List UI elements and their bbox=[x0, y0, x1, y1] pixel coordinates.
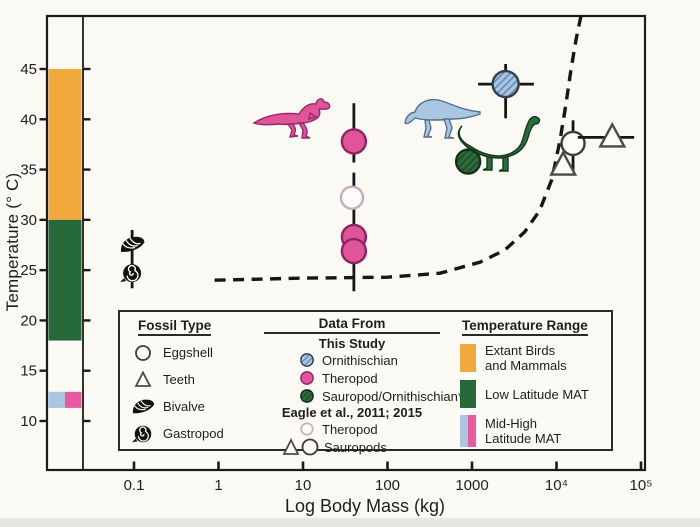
x-tick-label: 10⁵ bbox=[630, 477, 653, 494]
legend-data-from: Data From This Study Ornithischian Theropod… bbox=[254, 312, 463, 456]
legend-item-label: Ornithischian bbox=[322, 352, 398, 368]
temp-range-bar-2-right bbox=[65, 391, 82, 408]
legend-subheading: Eagle et al., 2011; 2015 bbox=[281, 405, 423, 420]
x-tick-label: 1 bbox=[214, 477, 222, 494]
x-tick-label: 10⁴ bbox=[545, 477, 568, 494]
legend-item-label: Sauropods bbox=[324, 439, 387, 455]
legend-item: Theropod bbox=[254, 369, 450, 387]
circle-hatched-blue-icon bbox=[298, 351, 316, 369]
temp-range-bar-0 bbox=[48, 69, 82, 220]
sauropod-teeth-eagle bbox=[549, 121, 635, 176]
sauropod-silhouette bbox=[457, 115, 541, 172]
plot-frame bbox=[45, 14, 647, 472]
legend-box: Fossil Type Eggshell Teeth Bivalve Gastrop… bbox=[118, 310, 613, 456]
legend-item: Bivalve bbox=[130, 393, 254, 420]
x-tick-label: 1000 bbox=[455, 477, 488, 494]
ornithischian-silhouette bbox=[404, 98, 481, 139]
legend-item-label: Eggshell bbox=[163, 345, 213, 360]
legend-item: Ornithischian bbox=[254, 351, 450, 369]
legend-item-label: Theropod bbox=[322, 421, 378, 437]
y-tick-label: 40 bbox=[20, 111, 37, 128]
legend-item: Gastropod bbox=[130, 420, 254, 447]
y-tick-label: 30 bbox=[20, 212, 37, 229]
legend-data-from-title: Data From bbox=[264, 316, 440, 334]
x-axis-title: Log Body Mass (kg) bbox=[284, 496, 446, 516]
y-tick-label: 10 bbox=[20, 413, 37, 430]
y-axis-title: Temperature (° C) bbox=[3, 172, 22, 312]
temperature-swatch bbox=[460, 415, 476, 447]
temp-range-bar-2-left bbox=[48, 391, 65, 408]
legend-item-label: Teeth bbox=[163, 372, 195, 387]
x-tick-label: 100 bbox=[375, 477, 400, 494]
legend-item-label: Gastropod bbox=[163, 426, 224, 441]
temperature-swatch bbox=[460, 380, 476, 408]
legend-item: Sauropods bbox=[254, 437, 450, 456]
sauropod-ornithischian-this-study bbox=[454, 148, 482, 175]
x-tick-label: 10 bbox=[295, 477, 312, 494]
legend-item-label: Sauropod/Ornithischian* bbox=[322, 388, 463, 404]
circle-pink-icon bbox=[298, 369, 316, 387]
gastropod-icon bbox=[130, 422, 156, 446]
legend-fossil-type: Fossil Type Eggshell Teeth Bivalve Gastrop… bbox=[120, 312, 254, 449]
legend-temperature-range-title: Temperature Range bbox=[462, 318, 588, 336]
eggshell-icon bbox=[130, 341, 156, 365]
circle-open-pink-icon bbox=[298, 420, 316, 438]
temp-range-bar-1 bbox=[48, 219, 82, 341]
bottom-strip bbox=[0, 518, 700, 527]
legend-fossil-type-title: Fossil Type bbox=[138, 318, 212, 336]
temperature-swatch bbox=[460, 344, 476, 372]
gastropod-point bbox=[120, 264, 142, 283]
theropod-eagle bbox=[339, 185, 365, 210]
y-tick-label: 45 bbox=[20, 61, 37, 78]
legend-item: Theropod bbox=[254, 420, 450, 438]
legend-item-label: Mid-High Latitude MAT bbox=[485, 416, 562, 446]
x-tick-label: 0.1 bbox=[124, 477, 145, 494]
dashed-curve bbox=[214, 15, 583, 282]
y-tick-label: 15 bbox=[20, 363, 37, 380]
legend-item: Eggshell bbox=[130, 339, 254, 366]
legend-item-label: Theropod bbox=[322, 370, 378, 386]
legend-item: Sauropod/Ornithischian* bbox=[254, 387, 463, 405]
theropod-silhouette bbox=[252, 98, 331, 139]
legend-item: Mid-High Latitude MAT bbox=[460, 415, 607, 447]
triangle-circle-icon bbox=[282, 437, 322, 456]
legend-item-label: Bivalve bbox=[163, 399, 205, 414]
y-tick-label: 35 bbox=[20, 162, 37, 179]
legend-item-label: Low Latitude MAT bbox=[485, 386, 589, 402]
y-tick-label: 20 bbox=[20, 312, 37, 329]
ornithischian-this-study bbox=[478, 63, 534, 119]
circle-hatched-green-icon bbox=[298, 387, 316, 405]
legend-subheading: This Study bbox=[318, 336, 386, 351]
legend-item: Low Latitude MAT bbox=[460, 380, 607, 408]
teeth-icon bbox=[130, 368, 156, 392]
bivalve-icon bbox=[130, 395, 156, 419]
legend-item-label: Extant Birds and Mammals bbox=[485, 343, 567, 373]
legend-temperature-range: Temperature Range Extant Birds and Mammals… bbox=[450, 312, 611, 449]
legend-item: Extant Birds and Mammals bbox=[460, 343, 607, 373]
legend-item: Teeth bbox=[130, 366, 254, 393]
y-tick-label: 25 bbox=[20, 262, 37, 279]
